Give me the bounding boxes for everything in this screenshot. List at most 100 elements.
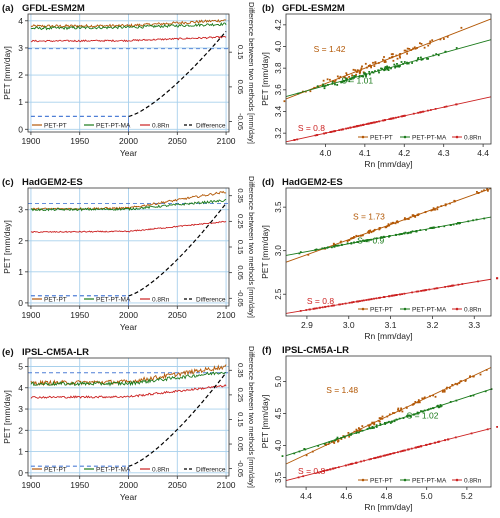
point-pet-pt-ma xyxy=(370,238,373,241)
y-tick-label: 1 xyxy=(18,267,23,277)
point-0-8rn xyxy=(457,283,460,286)
point-pet-pt xyxy=(414,216,417,218)
point-pet-pt xyxy=(424,211,427,213)
point-pet-pt-ma xyxy=(374,70,376,72)
point-0-8rn xyxy=(417,446,419,448)
point-0-8rn xyxy=(433,287,436,290)
point-pet-pt-ma xyxy=(340,437,343,439)
point-pet-pt xyxy=(382,58,384,61)
point-pet-pt-ma xyxy=(455,399,458,402)
point-pet-pt-ma xyxy=(393,420,396,423)
y-tick-label: 5 xyxy=(18,362,23,372)
point-pet-pt-ma xyxy=(368,239,371,241)
point-pet-pt xyxy=(305,454,308,457)
point-pet-pt xyxy=(347,432,350,434)
point-pet-pt-ma xyxy=(328,441,331,444)
point-pet-pt-ma xyxy=(293,452,296,455)
point-0-8rn xyxy=(391,117,393,120)
point-pet-pt-ma xyxy=(398,417,401,420)
point-pet-pt-ma xyxy=(406,415,409,418)
point-pet-pt-ma xyxy=(366,428,369,430)
point-pet-pt-ma xyxy=(336,84,339,86)
legend-label: PET-PT xyxy=(370,307,393,314)
point-0-8rn xyxy=(332,304,334,307)
point-pet-pt xyxy=(311,450,314,453)
point-pet-pt-ma xyxy=(408,231,410,234)
point-pet-pt-ma xyxy=(393,63,396,66)
y-tick-label: 4.5 xyxy=(274,407,283,419)
point-pet-pt-ma xyxy=(353,241,356,244)
point-0-8rn xyxy=(326,469,329,471)
y-tick-label: 2.5 xyxy=(274,288,283,300)
slope-label: S = 0.9 xyxy=(357,236,384,246)
point-pet-pt xyxy=(370,65,372,67)
x-tick-label: 1950 xyxy=(70,136,89,146)
series-line-0-8rn xyxy=(30,35,227,43)
legend-label: PET-PT-MA xyxy=(412,478,447,485)
point-pet-pt-ma xyxy=(412,413,415,416)
point-pet-pt xyxy=(417,401,419,404)
point-0-8rn xyxy=(388,118,391,120)
point-0-8rn xyxy=(370,298,373,300)
point-pet-pt xyxy=(472,375,475,378)
point-pet-pt-ma xyxy=(397,65,399,68)
point-pet-pt-ma xyxy=(420,58,423,61)
point-pet-pt-ma xyxy=(426,57,428,60)
y2-axis-label: Difference between two methods [mm/day] xyxy=(247,176,256,318)
point-pet-pt-ma xyxy=(298,450,301,453)
point-pet-pt-ma xyxy=(455,223,458,225)
point-pet-pt xyxy=(406,52,408,55)
point-pet-pt xyxy=(370,66,372,69)
point-pet-pt xyxy=(388,57,391,59)
point-pet-pt-ma xyxy=(314,249,317,251)
point-0-8rn xyxy=(447,438,449,441)
point-pet-pt-ma xyxy=(353,75,355,77)
point-pet-pt xyxy=(360,67,363,70)
point-pet-pt-ma xyxy=(334,83,336,86)
point-pet-pt xyxy=(423,46,426,49)
point-pet-pt-ma xyxy=(437,54,440,57)
point-pet-pt xyxy=(378,417,381,419)
point-pet-pt-ma xyxy=(336,436,339,439)
point-pet-pt xyxy=(404,217,406,219)
x-tick-label: 4.8 xyxy=(381,491,393,501)
point-pet-pt-ma xyxy=(484,390,487,393)
point-0-8rn xyxy=(359,124,362,127)
point-pet-pt-ma xyxy=(437,226,440,228)
point-0-8rn xyxy=(345,127,347,130)
legend-marker xyxy=(403,478,407,482)
scatter-panel-1: S = 1.73 S = 0.9 S = 0.8 2.9 3.0 3.1 3.2 3.3 2.5… xyxy=(260,177,499,341)
point-0-8rn xyxy=(388,295,391,298)
point-pet-pt-ma xyxy=(335,438,338,440)
point-0-8rn xyxy=(317,471,319,474)
point-pet-pt xyxy=(333,80,336,83)
point-pet-pt xyxy=(412,47,414,50)
point-0-8rn xyxy=(443,106,446,108)
point-pet-pt-ma xyxy=(409,415,412,418)
y-axis-label: PET [mm/day] xyxy=(260,52,270,106)
point-pet-pt xyxy=(332,441,335,443)
point-pet-pt-ma xyxy=(356,241,359,243)
panel-tag: (b) xyxy=(262,3,274,14)
timeseries-panel-0: 1900 1950 2000 2050 2100 0 1 2 3 4 -0.05 0.05 0.15 Ye… xyxy=(2,2,256,158)
point-0-8rn xyxy=(315,307,318,310)
point-pet-pt xyxy=(332,80,335,82)
y-tick-label: 4.2 xyxy=(274,19,283,31)
point-pet-pt xyxy=(359,234,362,237)
point-pet-pt xyxy=(399,409,402,412)
point-0-8rn xyxy=(368,298,371,301)
point-pet-pt xyxy=(420,43,423,45)
x-tick-label: 5.0 xyxy=(421,491,433,501)
point-pet-pt xyxy=(359,428,361,431)
point-pet-pt-ma xyxy=(398,233,401,236)
point-pet-pt-ma xyxy=(420,56,422,59)
slope-label: S = 1.48 xyxy=(326,385,358,395)
legend-label: PET-PT xyxy=(44,123,67,130)
point-0-8rn xyxy=(402,449,405,452)
point-pet-pt-ma xyxy=(343,80,345,83)
point-pet-pt xyxy=(393,412,396,414)
legend-label: PET-PT xyxy=(370,135,393,142)
point-pet-pt xyxy=(443,390,446,392)
point-pet-pt xyxy=(390,56,393,59)
point-0-8rn xyxy=(429,109,432,111)
